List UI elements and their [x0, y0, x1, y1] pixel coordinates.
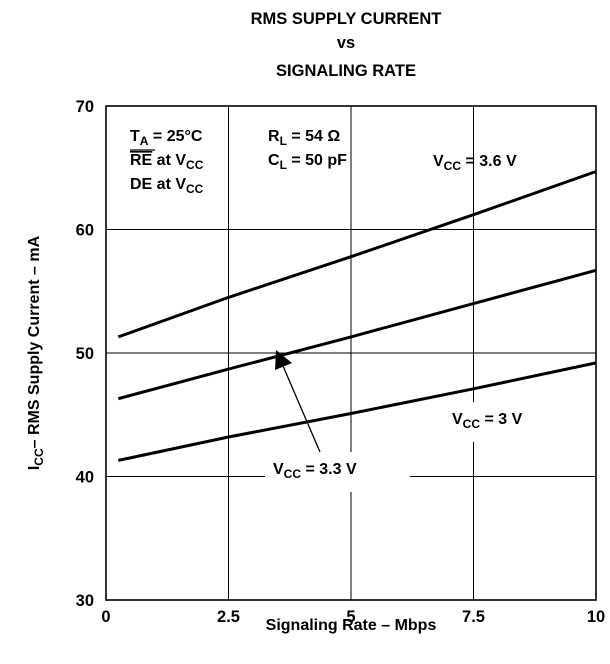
label-knockout-v33: [265, 452, 410, 492]
y-tick-label-4: 70: [76, 98, 94, 116]
x-tick-label-1: 2.5: [217, 608, 240, 626]
y-tick-label-2: 50: [76, 345, 94, 363]
arrow-shaft: [282, 365, 321, 453]
grid: [106, 106, 596, 600]
y-tick-label-1: 40: [76, 469, 94, 487]
condition-re: RE at VCC: [130, 152, 204, 172]
x-tick-label-2: 5: [346, 608, 355, 626]
series-line-1: [117, 268, 597, 401]
x-tick-label-3: 7.5: [462, 608, 485, 626]
arrow-head: [275, 350, 292, 370]
series-line-0: [117, 170, 597, 339]
chart-title-line-1: RMS SUPPLY CURRENT: [251, 10, 442, 28]
condition-ta: TA = 25°C: [130, 128, 203, 148]
annotation-vcc-3: VCC = 3 V: [452, 411, 523, 431]
chart-title-line-3: SIGNALING RATE: [276, 62, 416, 80]
condition-cl: CL = 50 pF: [268, 152, 347, 172]
x-tick-label-4: 10: [587, 608, 605, 626]
label-knockout-v3: [438, 402, 560, 442]
y-axis-label: ICC– RMS Supply Current – mA: [26, 235, 46, 470]
plot-frame: [105, 105, 597, 601]
y-tick-label-0: 30: [76, 592, 94, 610]
tick-labels: 0 2.5 5 7.5 10 30 40 50 60 70: [76, 98, 606, 626]
annotation-vcc-3-6: VCC = 3.6 V: [433, 153, 517, 173]
series-group: [117, 170, 597, 462]
x-axis-label: Signaling Rate – Mbps: [266, 617, 437, 634]
chart-title-line-2: vs: [337, 34, 355, 52]
x-tick-label-0: 0: [101, 608, 110, 626]
annotation-vcc-3-3: VCC = 3.3 V: [273, 461, 357, 481]
condition-rl: RL = 54 Ω: [268, 128, 340, 148]
condition-de: DE at VCC: [130, 176, 204, 196]
series-line-2: [117, 361, 597, 462]
y-tick-label-3: 60: [76, 222, 94, 240]
